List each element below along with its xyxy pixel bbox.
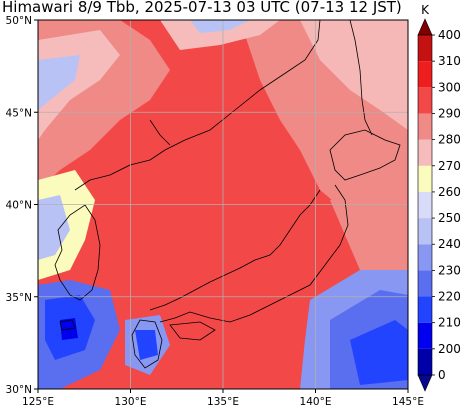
coastline-korea	[54, 204, 101, 301]
colorbar-extend-min	[417, 374, 433, 392]
colorbar-swatch	[418, 348, 432, 375]
y-axis: 30°N 35°N 40°N 45°N 50°N	[6, 15, 38, 396]
colorbar-tick-label: 290	[438, 106, 461, 120]
colorbar-swatch	[418, 270, 432, 297]
cloud-field-270	[300, 20, 408, 130]
cloud-band-north-core	[190, 20, 250, 33]
cloud-band-north	[160, 20, 280, 50]
colorbar-tick-label: 280	[438, 133, 461, 147]
colorbar-tick-label: 270	[438, 159, 461, 173]
colorbar-tick-label: 400	[438, 28, 461, 42]
y-tick-label: 35°N	[6, 292, 32, 304]
coastline-shikoku	[169, 321, 216, 341]
coastline-hokkaido	[329, 129, 401, 181]
cloud-field-280-east	[330, 180, 408, 290]
y-tick-label: 40°N	[6, 200, 32, 212]
colorbar-tick-label: 220	[438, 290, 461, 304]
colorbar-swatch	[418, 35, 432, 62]
cold-cloud-korea-core	[38, 195, 70, 260]
colorbar-swatch	[418, 322, 432, 349]
gridlines	[38, 20, 408, 389]
colorbar-tick-label: 0	[438, 368, 446, 382]
colorbar-tick-label: 240	[438, 237, 461, 251]
x-axis: 125°E 130°E 135°E 140°E 145°E	[22, 389, 424, 408]
y-tick-label: 50°N	[6, 15, 32, 27]
coastline-honshu-north	[159, 184, 349, 323]
coastline-kyushu	[131, 319, 163, 369]
coastline-sakhalin	[349, 20, 373, 136]
colorbar-tick-label: 310	[438, 54, 461, 68]
colorbar-tick-label: 210	[438, 316, 461, 330]
cloud-cluster-se-top	[350, 320, 408, 385]
colorbar-swatch	[418, 87, 432, 114]
colorbar-swatch	[418, 139, 432, 166]
colorbar-swatch	[418, 191, 432, 219]
map-field	[38, 20, 408, 389]
colorbar: 0 200 210 220 230 240 250 260 270 280 290 300 310 400…	[417, 3, 461, 392]
coastline-jeju	[59, 319, 76, 331]
colorbar-swatch	[418, 113, 432, 140]
convective-cluster-kyushu-core	[135, 330, 158, 360]
x-tick-label: 135°E	[207, 396, 239, 408]
x-tick-label: 125°E	[22, 396, 54, 408]
colorbar-swatch	[418, 296, 432, 323]
x-tick-label: 145°E	[392, 396, 424, 408]
colorbar-tick-label: 230	[438, 263, 461, 277]
page-title: Himawari 8/9 Tbb, 2025-07-13 03 UTC (07-…	[2, 0, 402, 16]
colorbar-unit: K	[421, 3, 430, 17]
colorbar-tick-label: 200	[438, 342, 461, 356]
colorbar-extend-max	[417, 18, 433, 36]
colorbar-swatch	[418, 218, 432, 245]
colorbar-swatch	[418, 165, 432, 192]
colorbar-frame	[417, 34, 433, 376]
y-tick-label: 30°N	[6, 384, 32, 396]
colorbar-swatch	[418, 244, 432, 271]
colorbar-tick-label: 260	[438, 185, 461, 199]
coastline-liaodong	[149, 119, 171, 146]
x-tick-label: 140°E	[300, 396, 332, 408]
coastline-mainland	[74, 20, 321, 191]
x-tick-label: 130°E	[115, 396, 147, 408]
colorbar-tick-label: 250	[438, 211, 461, 225]
colorbar-swatch	[418, 61, 432, 88]
cloud-band-nw-core	[38, 55, 80, 110]
colorbar-tick-label: 300	[438, 80, 461, 94]
y-tick-label: 45°N	[6, 107, 32, 119]
